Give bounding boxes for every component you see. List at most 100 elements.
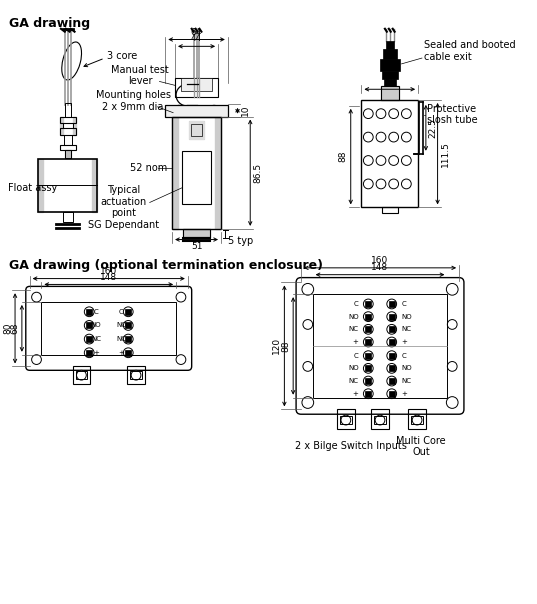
Text: 111.5: 111.5 — [440, 141, 449, 167]
Bar — [165, 105, 228, 117]
Circle shape — [84, 321, 94, 330]
Text: 160: 160 — [100, 266, 118, 275]
Text: NC: NC — [91, 336, 101, 342]
Bar — [389, 378, 395, 384]
Circle shape — [387, 389, 397, 399]
Text: NC: NC — [349, 326, 359, 332]
Bar — [86, 350, 92, 356]
Circle shape — [376, 179, 386, 189]
Text: C: C — [402, 301, 406, 307]
Bar — [313, 294, 447, 397]
Text: 2 x Bilge Switch Inputs: 2 x Bilge Switch Inputs — [295, 442, 407, 451]
Circle shape — [124, 348, 133, 358]
Circle shape — [209, 105, 220, 116]
Circle shape — [364, 299, 373, 309]
Bar — [337, 410, 354, 429]
Bar — [65, 103, 71, 117]
Circle shape — [412, 415, 422, 425]
Bar — [63, 212, 72, 222]
Circle shape — [364, 389, 373, 399]
Bar — [365, 353, 371, 359]
Bar — [86, 309, 92, 315]
Text: 52 nom: 52 nom — [130, 163, 168, 173]
Bar — [125, 309, 131, 315]
Circle shape — [32, 355, 41, 364]
Circle shape — [364, 351, 373, 361]
Text: Mounting holes
2 x 9mm dia: Mounting holes 2 x 9mm dia — [96, 90, 171, 112]
Bar — [380, 59, 400, 71]
Circle shape — [387, 299, 397, 309]
Circle shape — [173, 105, 184, 116]
Text: +: + — [353, 339, 359, 345]
Bar — [41, 302, 176, 355]
Text: C: C — [402, 353, 406, 359]
Text: Sealed and booted
cable exit: Sealed and booted cable exit — [424, 40, 516, 62]
Bar — [60, 145, 76, 150]
Circle shape — [364, 109, 373, 118]
Circle shape — [446, 283, 458, 295]
Text: 148: 148 — [372, 263, 389, 272]
Bar — [381, 86, 398, 100]
Text: 5 typ: 5 typ — [228, 236, 253, 245]
Text: NO: NO — [116, 323, 127, 329]
Text: NO: NO — [348, 313, 359, 320]
Bar — [86, 323, 92, 329]
Text: +: + — [353, 391, 359, 397]
Text: 120: 120 — [272, 338, 281, 355]
Text: C: C — [354, 353, 359, 359]
Text: 10: 10 — [241, 105, 250, 117]
Text: GA drawing: GA drawing — [9, 17, 90, 30]
Polygon shape — [92, 159, 97, 212]
Bar — [182, 151, 211, 204]
Text: 160: 160 — [372, 256, 389, 265]
Polygon shape — [215, 117, 221, 229]
Text: 80: 80 — [3, 323, 12, 334]
Text: NO: NO — [402, 313, 412, 320]
Text: GA drawing (optional termination enclosure): GA drawing (optional termination enclosu… — [9, 259, 323, 272]
Polygon shape — [72, 117, 76, 135]
Text: C: C — [354, 301, 359, 307]
Polygon shape — [65, 150, 71, 158]
Bar — [365, 391, 371, 397]
Text: Multi Core
Out: Multi Core Out — [396, 435, 446, 457]
Circle shape — [364, 324, 373, 334]
Text: C: C — [93, 309, 98, 315]
Text: NO: NO — [348, 365, 359, 371]
Bar — [340, 416, 352, 424]
Bar — [389, 326, 395, 332]
Text: NC: NC — [117, 336, 126, 342]
Text: 88: 88 — [281, 340, 290, 352]
Circle shape — [32, 292, 41, 302]
Polygon shape — [60, 117, 63, 135]
Circle shape — [376, 109, 386, 118]
Text: 64: 64 — [191, 28, 202, 37]
Text: Protective
slosh tube: Protective slosh tube — [427, 104, 477, 126]
Circle shape — [124, 321, 133, 330]
Circle shape — [364, 156, 373, 165]
Bar — [389, 365, 395, 371]
Bar — [127, 367, 145, 384]
Bar — [188, 121, 205, 139]
Text: 22.5: 22.5 — [429, 118, 438, 138]
Bar — [382, 207, 397, 213]
Circle shape — [387, 337, 397, 347]
Circle shape — [376, 132, 386, 142]
Circle shape — [341, 415, 351, 425]
Bar — [365, 365, 371, 371]
Circle shape — [84, 348, 94, 358]
Circle shape — [176, 292, 186, 302]
Text: +: + — [119, 350, 125, 356]
Circle shape — [302, 283, 314, 295]
Polygon shape — [39, 159, 43, 212]
Circle shape — [402, 179, 411, 189]
Bar — [384, 79, 396, 86]
Bar — [382, 71, 397, 79]
Polygon shape — [188, 121, 205, 139]
Circle shape — [389, 132, 398, 142]
Bar — [389, 391, 395, 397]
Bar — [365, 326, 371, 332]
Bar — [181, 77, 212, 91]
Bar — [365, 313, 371, 320]
Circle shape — [364, 179, 373, 189]
Circle shape — [364, 337, 373, 347]
